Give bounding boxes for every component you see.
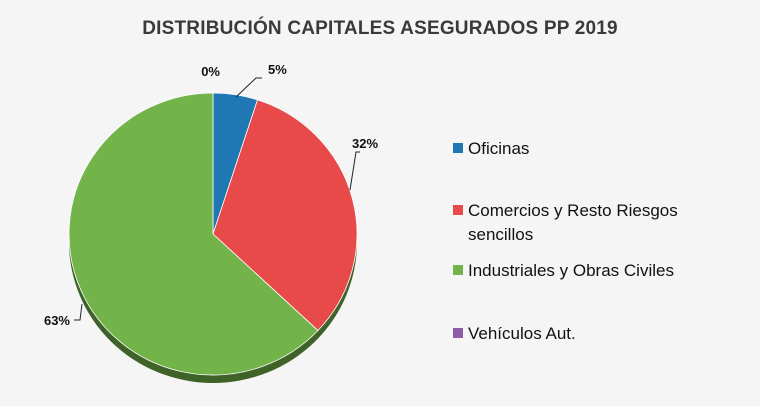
legend-swatch xyxy=(453,328,463,338)
legend-item: Industriales y Obras Civiles xyxy=(453,259,743,283)
pie-slice xyxy=(68,92,319,376)
chart-title: DISTRIBUCIÓN CAPITALES ASEGURADOS PP 201… xyxy=(142,18,618,39)
legend-swatch xyxy=(453,143,463,153)
legend-item: Comercios y Resto Riesgos sencillos xyxy=(453,199,743,247)
leader-line xyxy=(74,303,83,321)
legend-item: Oficinas xyxy=(453,137,743,161)
legend-label: Oficinas xyxy=(468,139,530,158)
legend-label: Vehículos Aut. xyxy=(468,324,576,343)
legend-label: Comercios y Resto Riesgos sencillos xyxy=(468,201,678,244)
data-label: 63% xyxy=(44,313,70,328)
pie-slice xyxy=(212,99,358,332)
leader-line xyxy=(235,77,262,98)
pie-slices xyxy=(68,92,358,376)
pie-labels: 5% 32% 63% 0% xyxy=(44,62,378,328)
data-label: 0% xyxy=(201,64,220,79)
legend-swatch xyxy=(453,265,463,275)
data-label: 32% xyxy=(352,136,378,151)
legend-label: Industriales y Obras Civiles xyxy=(468,261,674,280)
leader-line xyxy=(349,151,360,191)
legend-swatch xyxy=(453,205,463,215)
legend-item: Vehículos Aut. xyxy=(453,322,743,346)
data-label: 5% xyxy=(268,62,287,77)
